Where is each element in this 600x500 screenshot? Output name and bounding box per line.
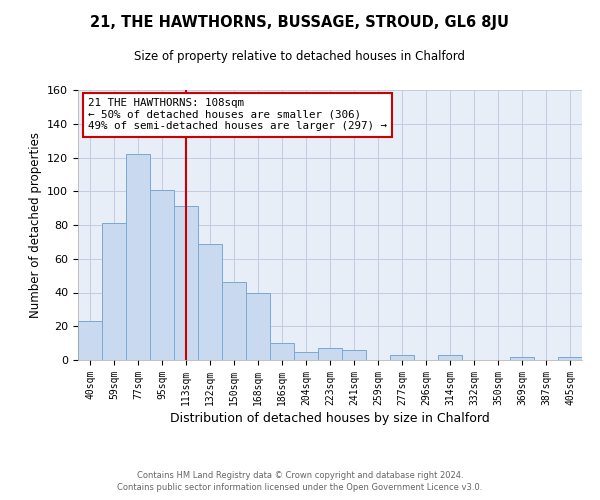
Bar xyxy=(222,282,246,360)
Bar xyxy=(558,356,582,360)
X-axis label: Distribution of detached houses by size in Chalford: Distribution of detached houses by size … xyxy=(170,412,490,425)
Text: Contains HM Land Registry data © Crown copyright and database right 2024.: Contains HM Land Registry data © Crown c… xyxy=(137,471,463,480)
Bar xyxy=(294,352,318,360)
Bar xyxy=(198,244,222,360)
Bar xyxy=(342,350,366,360)
Bar xyxy=(126,154,150,360)
Text: Contains public sector information licensed under the Open Government Licence v3: Contains public sector information licen… xyxy=(118,484,482,492)
Bar xyxy=(102,224,126,360)
Bar xyxy=(510,356,534,360)
Bar xyxy=(78,321,102,360)
Bar xyxy=(270,343,294,360)
Bar xyxy=(150,190,174,360)
Bar xyxy=(438,355,462,360)
Bar xyxy=(246,292,270,360)
Text: 21 THE HAWTHORNS: 108sqm
← 50% of detached houses are smaller (306)
49% of semi-: 21 THE HAWTHORNS: 108sqm ← 50% of detach… xyxy=(88,98,387,132)
Bar xyxy=(390,355,414,360)
Bar xyxy=(174,206,198,360)
Y-axis label: Number of detached properties: Number of detached properties xyxy=(29,132,41,318)
Bar xyxy=(318,348,342,360)
Text: 21, THE HAWTHORNS, BUSSAGE, STROUD, GL6 8JU: 21, THE HAWTHORNS, BUSSAGE, STROUD, GL6 … xyxy=(91,15,509,30)
Text: Size of property relative to detached houses in Chalford: Size of property relative to detached ho… xyxy=(134,50,466,63)
